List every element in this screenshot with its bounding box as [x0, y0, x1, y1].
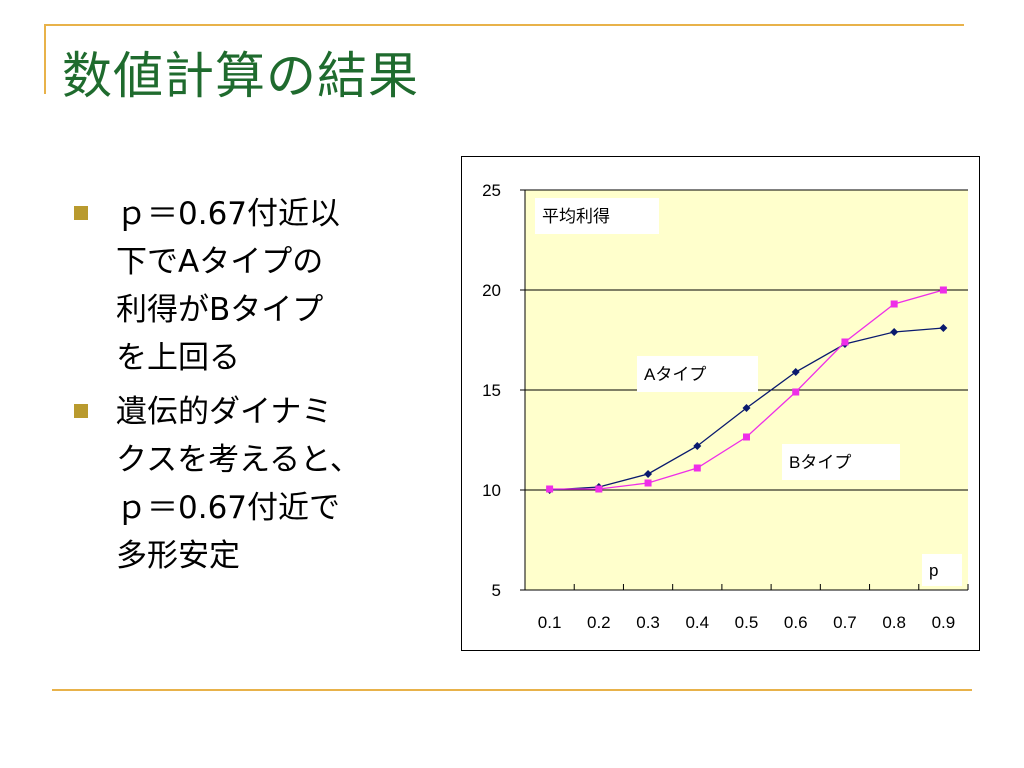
- line-chart: 5 10 15 20 25 0.1 0.2 0.3 0.4 0.5 0.6 0.7 0.8 0.9 平均利得…: [482, 181, 969, 632]
- title-left-rule: [44, 24, 46, 94]
- bullet-item: 遺伝的ダイナミ クスを考えると、 ｐ＝0.67付近で 多形安定: [72, 388, 402, 580]
- series-label-b-box: [782, 444, 900, 480]
- y-axis-label-box: [535, 198, 659, 234]
- bullet-text: 遺伝的ダイナミ クスを考えると、 ｐ＝0.67付近で 多形安定: [116, 394, 361, 574]
- data-point-diamond: [644, 470, 653, 478]
- footer-rule: [52, 689, 972, 691]
- square-bullet-icon: [74, 404, 88, 418]
- series-label-a: Aタイプ: [644, 365, 706, 384]
- data-point-square: [890, 300, 898, 308]
- data-point-square: [644, 479, 652, 487]
- data-point-square: [693, 464, 701, 472]
- x-tick-label: 0.7: [833, 613, 857, 632]
- data-point-square: [841, 338, 849, 346]
- y-tick-label: 25: [482, 181, 501, 200]
- y-axis-label: 平均利得: [542, 207, 610, 226]
- slide-title: 数値計算の結果: [62, 47, 419, 105]
- data-point-square: [743, 433, 750, 441]
- bullet-text: ｐ＝0.67付近以 下でAタイプの 利得がBタイプ を上回る: [116, 196, 341, 376]
- x-axis-label-box: [922, 554, 962, 586]
- x-tick-label: 0.9: [932, 613, 956, 632]
- data-point-diamond: [791, 368, 800, 376]
- x-axis-label: p: [929, 561, 938, 580]
- square-bullet-icon: [74, 206, 88, 220]
- x-tick-label: 0.3: [636, 613, 660, 632]
- y-tick-label: 20: [482, 281, 501, 300]
- y-tick-label: 10: [482, 481, 501, 500]
- data-point-square: [792, 388, 800, 396]
- data-point-square: [595, 485, 603, 493]
- x-tick-label: 0.2: [587, 613, 611, 632]
- x-tick-label: 0.8: [882, 613, 906, 632]
- x-tick-label: 0.4: [685, 613, 709, 632]
- data-point-square: [546, 485, 554, 493]
- series-label-b: Bタイプ: [789, 453, 851, 472]
- data-point-diamond: [939, 324, 948, 332]
- chart-frame: 5 10 15 20 25 0.1 0.2 0.3 0.4 0.5 0.6 0.7 0.8 0.9 平均利得…: [461, 156, 980, 651]
- x-tick-label: 0.6: [784, 613, 808, 632]
- data-point-diamond: [742, 404, 751, 412]
- title-top-rule: [44, 24, 964, 26]
- series-label-a-box: [637, 356, 758, 392]
- bullet-item: ｐ＝0.67付近以 下でAタイプの 利得がBタイプ を上回る: [72, 190, 402, 382]
- data-point-diamond: [890, 328, 899, 336]
- x-tick-label: 0.1: [538, 613, 562, 632]
- data-point-square: [939, 286, 947, 294]
- data-point-diamond: [693, 442, 702, 450]
- y-tick-label: 5: [492, 581, 501, 600]
- y-tick-label: 15: [482, 381, 501, 400]
- bullet-list: ｐ＝0.67付近以 下でAタイプの 利得がBタイプ を上回る 遺伝的ダイナミ ク…: [72, 190, 402, 586]
- x-tick-label: 0.5: [735, 613, 759, 632]
